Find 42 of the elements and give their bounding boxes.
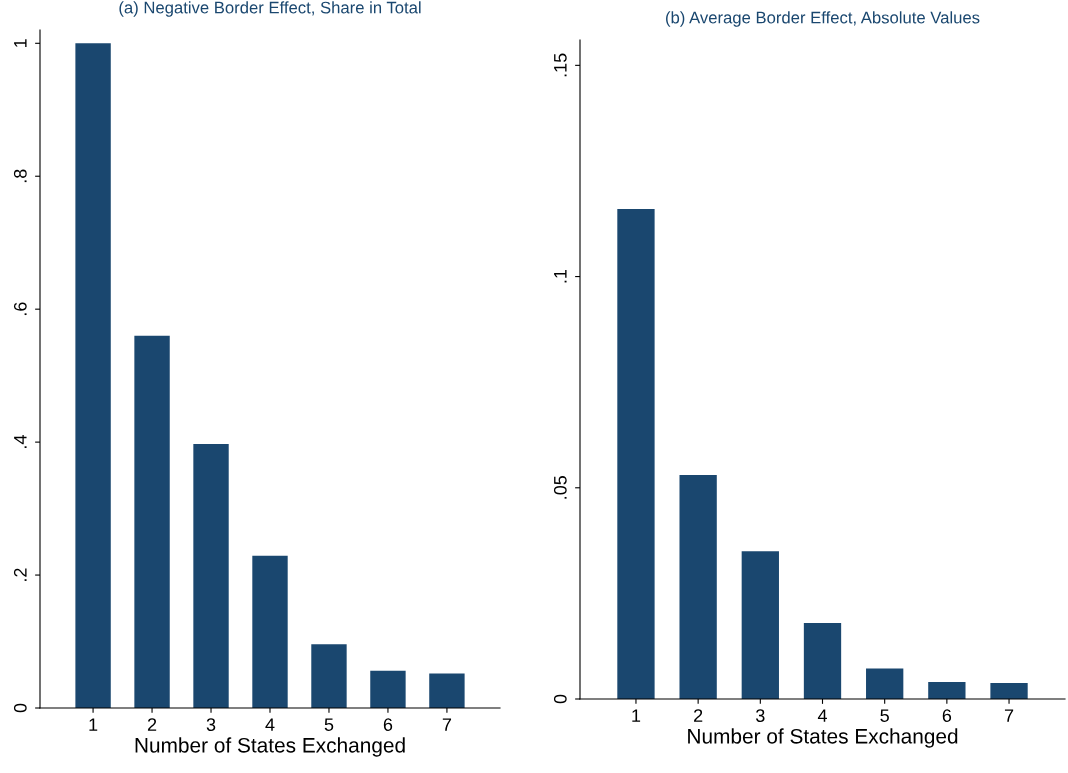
x-tick-label: 7 — [1004, 709, 1014, 722]
y-tick-label: 0 — [13, 703, 27, 713]
y-tick-label: .15 — [554, 53, 567, 77]
bar — [134, 335, 170, 708]
bar — [617, 208, 655, 699]
x-axis-title: Number of States Exchanged — [688, 728, 958, 748]
bar — [741, 551, 779, 699]
x-tick-label: 6 — [383, 718, 393, 731]
x-tick-label: 1 — [89, 718, 98, 731]
bar — [679, 475, 717, 699]
bar — [75, 43, 111, 708]
y-tick-label: .8 — [13, 169, 27, 183]
y-tick-label: .4 — [14, 435, 27, 448]
bar — [429, 673, 465, 708]
y-tick-label: 0 — [553, 694, 567, 704]
x-tick-label: 3 — [755, 709, 765, 722]
x-tick-label: 4 — [817, 709, 827, 722]
x-tick-label: 2 — [147, 718, 157, 731]
bar — [990, 682, 1028, 699]
x-tick-label: 5 — [324, 718, 334, 731]
bar — [928, 682, 966, 699]
chart-title: (b) Average Border Effect, Absolute Values — [666, 11, 980, 27]
x-tick-label: 1 — [632, 709, 641, 722]
bar — [193, 444, 229, 708]
bar — [370, 670, 406, 708]
bar — [311, 644, 347, 708]
y-tick-label: .6 — [13, 302, 27, 316]
x-tick-label: 7 — [442, 718, 452, 731]
y-tick-label: .2 — [13, 568, 27, 581]
y-tick-label: .1 — [554, 269, 567, 283]
y-tick-label: .05 — [553, 475, 567, 499]
bar — [803, 622, 842, 699]
x-tick-label: 5 — [880, 709, 889, 722]
x-tick-label: 4 — [265, 718, 275, 731]
bar — [252, 555, 288, 708]
x-tick-label: 2 — [694, 709, 703, 722]
x-tick-label: 6 — [942, 709, 952, 722]
y-tick-label: 1 — [14, 39, 27, 47]
x-axis-title: Number of States Exchanged — [135, 737, 405, 757]
bar — [866, 668, 904, 699]
chart-title: (a) Negative Border Effect, Share in Total — [119, 1, 421, 17]
x-tick-label: 3 — [206, 718, 216, 731]
